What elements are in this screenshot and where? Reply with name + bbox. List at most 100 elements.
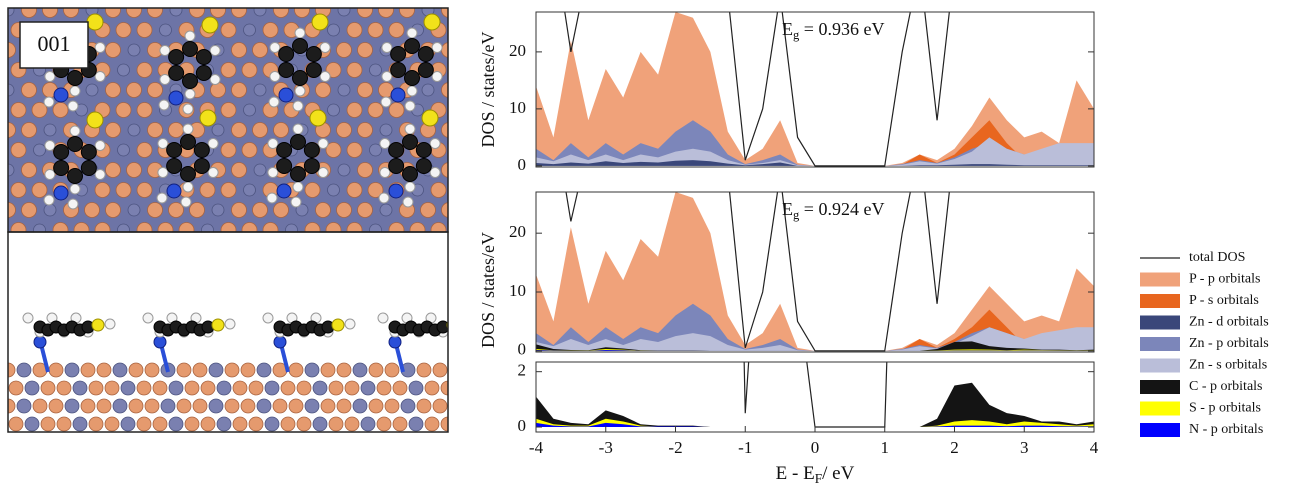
atom <box>369 143 382 157</box>
atom <box>262 22 279 38</box>
y-axis-label: DOS / states/eV <box>478 232 498 348</box>
atom <box>33 143 46 157</box>
atom <box>220 62 237 78</box>
dos-area <box>536 341 1094 351</box>
legend-label: total DOS <box>1189 250 1245 265</box>
atom <box>240 398 256 414</box>
atom <box>369 63 382 77</box>
atom <box>420 202 436 218</box>
atom <box>192 398 208 414</box>
atom <box>21 202 37 218</box>
hydrogen <box>44 169 56 180</box>
atom <box>232 416 248 432</box>
hydrogen <box>344 318 356 330</box>
hydrogen <box>22 312 34 324</box>
atom <box>52 102 69 118</box>
atom <box>120 380 136 396</box>
atom <box>8 163 15 177</box>
hydrogen <box>294 27 306 39</box>
carbon <box>278 62 295 78</box>
atom <box>346 222 363 232</box>
atom <box>63 8 79 18</box>
y-tick-label: 0 <box>518 155 527 174</box>
atom <box>352 362 368 378</box>
atom <box>441 8 448 18</box>
carbon <box>195 49 212 65</box>
atom <box>159 23 172 37</box>
hydrogen <box>182 123 194 135</box>
atom <box>199 182 216 198</box>
atom <box>315 202 331 218</box>
y-tick-label: 0 <box>518 416 527 435</box>
atom <box>184 380 200 396</box>
atom <box>280 416 296 432</box>
atom <box>346 182 363 198</box>
atom <box>147 202 163 218</box>
atom <box>346 102 363 118</box>
hydrogen <box>431 71 443 82</box>
atom <box>224 362 240 378</box>
atom <box>16 362 32 378</box>
hydrogen <box>267 167 279 178</box>
atom <box>115 182 132 198</box>
atom <box>73 222 90 232</box>
atom <box>424 416 440 432</box>
atom <box>304 182 321 198</box>
gap-annotation-part: = 0.936 eV <box>799 19 884 39</box>
atom <box>344 380 360 396</box>
atom <box>64 398 80 414</box>
hydrogen <box>266 192 278 204</box>
x-axis-label: E - EF/ eV <box>776 463 855 486</box>
atom <box>21 122 37 138</box>
x-axis-label-part: F <box>815 471 822 486</box>
hydrogen <box>94 169 106 180</box>
atom <box>160 398 176 414</box>
hydrogen <box>43 194 55 206</box>
hydrogen <box>104 318 116 330</box>
atom <box>336 42 352 58</box>
atom <box>169 8 183 17</box>
atom <box>147 82 163 98</box>
dos-area <box>536 422 1094 428</box>
hydrogen <box>94 42 106 53</box>
x-axis-label-part: E - E <box>776 463 815 484</box>
carbon <box>404 38 420 54</box>
hydrogen <box>67 198 79 210</box>
atom <box>241 62 258 78</box>
carbon <box>182 73 198 89</box>
atom <box>126 162 142 178</box>
carbon <box>290 134 306 150</box>
atom <box>88 416 104 432</box>
dos-area <box>536 160 1094 166</box>
hydrogen <box>381 42 393 53</box>
legend: total DOS P - p orbitals P - s orbitals Zn … <box>1140 250 1269 437</box>
atom <box>40 416 56 432</box>
atom <box>357 82 373 98</box>
atom <box>473 417 487 431</box>
hydrogen <box>377 312 389 324</box>
carbon <box>402 134 418 150</box>
carbon <box>388 158 405 174</box>
hydrogen <box>184 30 196 42</box>
atom <box>457 381 471 395</box>
dos-area <box>536 382 1094 428</box>
atom <box>220 182 237 198</box>
atom <box>208 362 224 378</box>
atom <box>243 183 256 197</box>
atom <box>288 362 304 378</box>
sulfur <box>421 109 439 127</box>
carbon <box>180 166 196 182</box>
dos-line <box>565 192 950 352</box>
atom <box>56 380 72 396</box>
atom <box>127 123 141 137</box>
hydrogen <box>43 96 55 108</box>
x-tick-label: 0 <box>811 438 820 457</box>
nitrogen <box>53 87 69 103</box>
carbon <box>67 136 83 152</box>
atom <box>295 203 309 217</box>
hydrogen <box>460 319 470 329</box>
atom <box>441 202 448 218</box>
atom <box>210 82 226 98</box>
hydrogen <box>159 74 171 85</box>
